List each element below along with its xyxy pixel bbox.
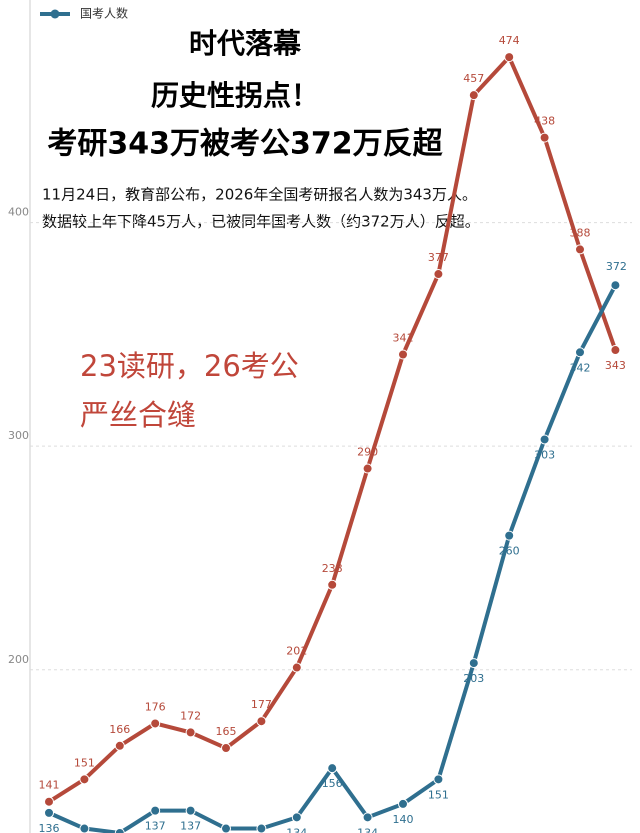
point	[362, 812, 373, 823]
point	[398, 798, 408, 809]
point	[575, 244, 585, 255]
point	[44, 796, 54, 807]
value-label: 238	[322, 562, 343, 575]
point	[256, 716, 267, 727]
value-label: 137	[145, 820, 166, 833]
point	[44, 807, 54, 818]
value-label: 165	[216, 725, 237, 738]
value-label: 166	[109, 723, 130, 736]
point	[221, 823, 231, 833]
value-label: 260	[499, 545, 520, 558]
y-tick-label: 200	[8, 653, 29, 666]
value-label: 151	[74, 756, 95, 769]
value-label: 177	[251, 698, 272, 711]
legend-label: 国考人数	[80, 6, 128, 21]
title: 历史性拐点！	[151, 79, 319, 112]
point	[221, 743, 231, 754]
point	[468, 90, 479, 101]
title: 考研343万被考公372万反超	[47, 127, 443, 162]
point	[291, 812, 302, 823]
value-label: 377	[428, 251, 449, 264]
point	[539, 434, 550, 445]
point	[327, 579, 338, 590]
value-label: 137	[180, 820, 201, 833]
value-label: 172	[180, 709, 201, 722]
value-label: 136	[39, 822, 60, 833]
point	[256, 823, 267, 833]
value-label: 176	[145, 700, 166, 713]
value-label: 203	[463, 672, 484, 685]
point	[575, 347, 585, 358]
point	[539, 132, 550, 143]
point	[433, 269, 444, 280]
value-label: 342	[570, 361, 591, 374]
point	[114, 740, 125, 751]
point	[504, 52, 515, 63]
title: 时代落幕	[189, 27, 302, 60]
value-label: 474	[499, 34, 520, 47]
subtitle: 数据较上年下降45万人，已被同年国考人数（约372万人）反超。	[42, 213, 480, 231]
point	[468, 658, 479, 669]
legend: 国考人数	[40, 6, 128, 21]
point	[150, 718, 161, 729]
value-label: 457	[463, 72, 484, 85]
point	[398, 349, 408, 360]
point	[185, 805, 196, 816]
y-tick-label: 300	[8, 429, 29, 442]
value-label: 134	[357, 826, 378, 833]
value-label: 141	[39, 779, 60, 792]
legend-dot	[50, 9, 60, 19]
subtitle: 11月24日，教育部公布，2026年全国考研报名人数为343万人。	[42, 186, 477, 204]
value-label: 151	[428, 788, 449, 801]
value-label: 341	[393, 332, 414, 345]
value-label: 156	[322, 777, 343, 790]
value-label: 201	[286, 645, 307, 658]
point	[610, 345, 621, 356]
point	[291, 662, 302, 673]
value-label: 343	[605, 359, 626, 372]
point	[114, 828, 125, 833]
point	[327, 763, 338, 774]
point	[185, 727, 196, 738]
point	[433, 774, 444, 785]
point	[79, 823, 90, 833]
value-label: 438	[534, 115, 555, 128]
point	[79, 774, 90, 785]
value-label: 140	[393, 813, 414, 826]
value-label: 388	[570, 226, 591, 239]
point	[504, 530, 515, 541]
point	[150, 805, 161, 816]
value-label: 372	[606, 260, 627, 273]
annotation: 严丝合缝	[80, 398, 196, 432]
value-label: 290	[357, 446, 378, 459]
point	[610, 280, 621, 291]
value-label: 303	[534, 448, 555, 461]
y-tick-label: 400	[8, 206, 29, 219]
point	[362, 463, 373, 474]
value-label: 134	[286, 826, 307, 833]
annotation: 23读研，26考公	[80, 349, 299, 383]
